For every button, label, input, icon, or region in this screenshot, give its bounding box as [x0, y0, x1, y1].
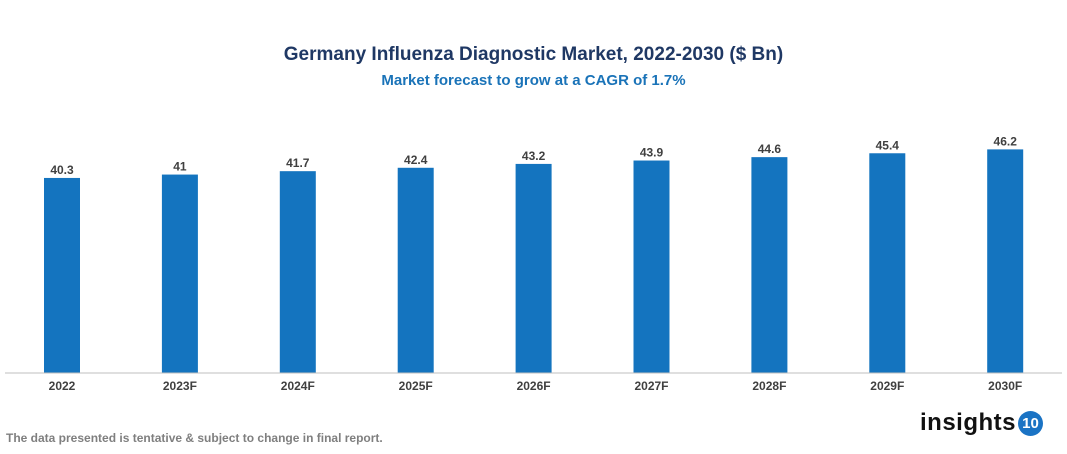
- x-tick-label: 2026F: [517, 379, 551, 393]
- data-label: 46.2: [994, 134, 1018, 148]
- data-label: 45.4: [876, 138, 900, 152]
- x-tick-label: 2024F: [281, 379, 315, 393]
- data-label: 40.3: [50, 163, 74, 177]
- bar: [44, 177, 80, 373]
- x-tick-label: 2025F: [399, 379, 433, 393]
- chart-title: Germany Influenza Diagnostic Market, 202…: [283, 44, 784, 65]
- x-tick-label: 2027F: [634, 379, 668, 393]
- x-tick-label: 2030F: [988, 379, 1022, 393]
- bar: [869, 153, 906, 373]
- logo-badge: 10: [1018, 410, 1044, 436]
- bar: [515, 163, 552, 373]
- x-tick-label: 2029F: [870, 379, 904, 393]
- data-label: 43.2: [522, 149, 546, 163]
- insights10-logo: insights 10: [920, 409, 1044, 437]
- data-label: 41: [173, 160, 187, 174]
- bar: [987, 149, 1024, 373]
- disclaimer-note: The data presented is tentative & subjec…: [6, 431, 383, 445]
- bar: [279, 171, 316, 373]
- chart-subtitle: Market forecast to grow at a CAGR of 1.7…: [381, 72, 686, 89]
- logo-text: insights: [920, 409, 1017, 436]
- data-label: 43.9: [640, 146, 664, 160]
- data-label: 41.7: [286, 156, 310, 170]
- data-label: 42.4: [404, 153, 428, 167]
- x-tick-label: 2028F: [752, 379, 786, 393]
- x-tick-label: 2023F: [163, 379, 197, 393]
- data-label: 44.6: [758, 142, 782, 156]
- bar: [633, 160, 670, 373]
- x-tick-label: 2022: [49, 379, 76, 393]
- bar: [397, 167, 434, 373]
- bar: [161, 174, 198, 373]
- bar: [751, 157, 788, 373]
